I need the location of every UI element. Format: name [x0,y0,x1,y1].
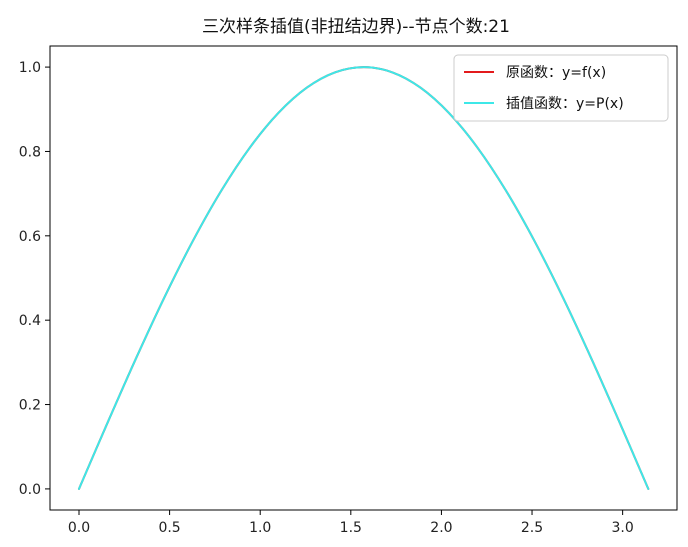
legend-box [453,54,669,122]
y-axis: 0.0 0.2 0.4 0.6 0.8 1.0 [19,60,50,498]
x-tick-label: 1.5 [340,520,362,536]
legend-label: 插值函数：y=P(x) [506,96,624,112]
x-tick-label: 2.0 [430,520,452,536]
x-axis: 0.0 0.5 1.0 1.5 2.0 2.5 3.0 [68,510,634,536]
y-tick-label: 0.2 [19,398,41,414]
x-tick-label: 0.0 [68,520,90,536]
y-tick-label: 1.0 [19,60,41,76]
y-tick-label: 0.8 [19,144,41,160]
chart-title: 三次样条插值(非扭结边界)--节点个数:21 [202,17,510,37]
x-tick-label: 3.0 [612,520,634,536]
legend: 原函数：y=f(x) 插值函数：y=P(x) [453,54,669,122]
y-tick-label: 0.0 [19,482,41,498]
y-tick-label: 0.4 [19,313,41,329]
x-tick-label: 1.0 [249,520,271,536]
series-line-1 [77,66,650,490]
series-layer [77,66,650,490]
series-line-0 [77,66,650,490]
plot-frame [49,45,678,511]
x-tick-label: 0.5 [158,520,180,536]
x-tick-label: 2.5 [521,520,543,536]
y-tick-label: 0.6 [19,229,41,245]
legend-label: 原函数：y=f(x) [506,65,606,81]
